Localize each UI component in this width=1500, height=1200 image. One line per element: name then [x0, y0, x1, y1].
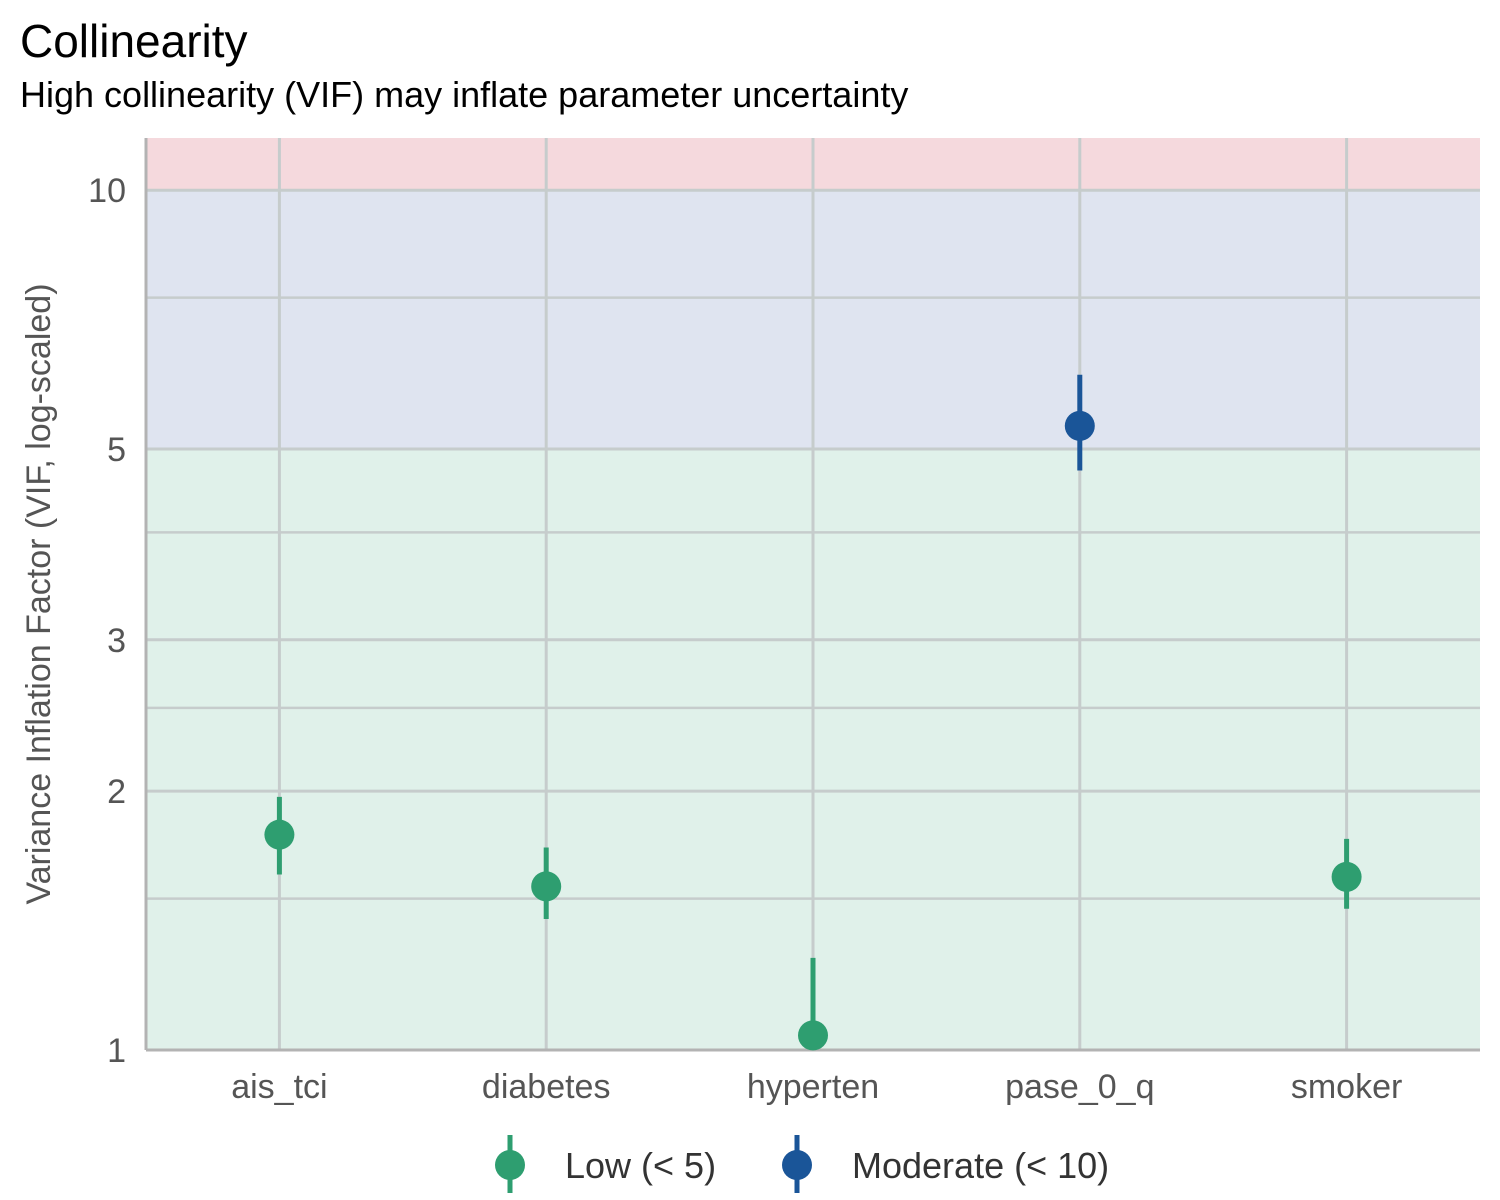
point-ais_tci	[264, 819, 295, 850]
y-tick-label: 3	[107, 622, 126, 660]
y-tick-label: 10	[88, 172, 126, 210]
chart-subtitle: High collinearity (VIF) may inflate para…	[20, 74, 909, 115]
x-tick-label: pase_0_q	[1005, 1068, 1154, 1106]
y-tick-label: 2	[107, 773, 126, 811]
point-hyperten	[798, 1020, 828, 1051]
point-pase_0_q	[1064, 410, 1095, 441]
legend-label: Moderate (< 10)	[852, 1145, 1109, 1186]
point-diabetes	[531, 871, 562, 902]
legend-key-point	[495, 1150, 525, 1180]
y-axis-label: Variance Inflation Factor (VIF, log-scal…	[20, 283, 58, 904]
point-smoker	[1331, 861, 1362, 892]
chart-title: Collinearity	[20, 15, 248, 67]
x-tick-label: diabetes	[482, 1068, 611, 1106]
y-tick-label: 1	[107, 1032, 126, 1070]
legend-label: Low (< 5)	[565, 1145, 716, 1186]
data-points	[264, 374, 1362, 1051]
x-tick-label: smoker	[1291, 1068, 1402, 1106]
legend-key-point	[782, 1150, 812, 1180]
x-tick-label: ais_tci	[231, 1068, 327, 1106]
legend: Low (< 5) Moderate (< 10)	[495, 1135, 1109, 1193]
y-tick-label: 5	[107, 431, 126, 469]
x-tick-label: hyperten	[747, 1068, 879, 1106]
